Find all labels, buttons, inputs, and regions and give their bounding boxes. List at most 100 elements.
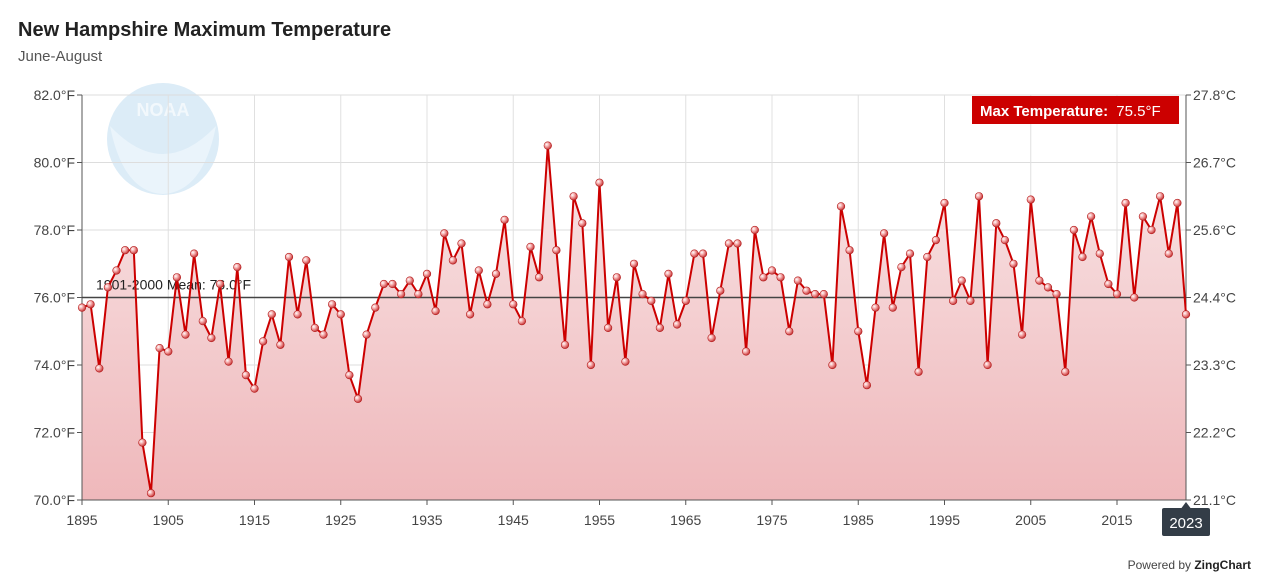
data-point (233, 263, 242, 272)
data-point (560, 340, 570, 349)
data-point (310, 323, 320, 333)
data-point (1026, 195, 1035, 204)
data-point (302, 256, 311, 265)
noaa-logo: NOAA (107, 83, 219, 195)
data-point (1086, 212, 1096, 221)
y2-tick-label: 27.8°C (1193, 87, 1236, 103)
x-tick-label: 1915 (239, 512, 270, 528)
data-point (845, 246, 854, 255)
data-point (77, 303, 87, 312)
data-point (319, 330, 328, 339)
data-point (129, 246, 138, 255)
data-point (276, 340, 285, 349)
data-point (146, 489, 156, 498)
svg-text:Max Temperature: 75.5°F: Max Temperature: 75.5°F (980, 103, 1161, 120)
x-tick-label: 1905 (153, 512, 184, 528)
y2-tick-label: 24.4°C (1193, 290, 1236, 306)
data-point (345, 371, 354, 380)
data-point (569, 192, 578, 201)
data-point (707, 333, 716, 343)
data-point (86, 300, 95, 309)
data-point (1095, 249, 1104, 258)
y-tick-label: 74.0°F (34, 357, 75, 373)
data-point (1173, 198, 1182, 208)
data-point (1009, 259, 1018, 268)
data-point (397, 290, 406, 299)
data-point (164, 347, 173, 356)
data-point (741, 347, 751, 356)
data-point (328, 300, 337, 309)
data-point (112, 266, 121, 275)
data-point (120, 246, 130, 255)
data-point (250, 384, 259, 393)
data-point (405, 276, 414, 285)
data-point (207, 333, 216, 343)
data-point (1130, 293, 1139, 302)
data-point (905, 249, 915, 258)
data-point (440, 229, 449, 238)
data-point (931, 236, 941, 245)
data-point (190, 249, 199, 258)
data-point (1061, 367, 1070, 376)
data-point (371, 303, 380, 312)
data-point (888, 303, 897, 312)
data-point (1078, 252, 1087, 262)
data-point (267, 310, 276, 319)
logo-text: NOAA (137, 100, 190, 120)
data-point (716, 286, 725, 295)
data-point (776, 273, 785, 282)
badge-label: Max Temperature: (980, 103, 1108, 120)
data-point (879, 229, 889, 238)
x-tick-label: 1945 (498, 512, 529, 528)
data-point (586, 360, 596, 370)
data-point (431, 306, 440, 316)
data-point (379, 279, 389, 289)
data-point (224, 357, 233, 366)
data-point (595, 178, 604, 187)
data-point (612, 273, 621, 282)
x-tick-label: 1965 (670, 512, 701, 528)
data-point (750, 225, 759, 235)
x-tick-label: 1935 (411, 512, 442, 528)
data-point (1181, 310, 1191, 319)
y2-tick-label: 26.7°C (1193, 155, 1236, 171)
data-point (1121, 198, 1130, 208)
chart-title: New Hampshire Maximum Temperature (18, 19, 392, 41)
data-point (810, 290, 820, 299)
data-point (690, 249, 699, 258)
data-point (578, 219, 587, 228)
data-point (388, 279, 397, 289)
data-point (543, 141, 552, 150)
zingchart-link[interactable]: ZingChart (1194, 558, 1251, 572)
data-point (103, 283, 112, 292)
data-point (966, 296, 975, 306)
data-point (1104, 279, 1113, 289)
y2-tick-label: 25.6°C (1193, 222, 1236, 238)
data-point (1147, 225, 1156, 235)
data-point (138, 438, 147, 447)
data-point (871, 303, 880, 312)
data-point (724, 239, 734, 248)
data-point (655, 323, 665, 333)
data-point (621, 357, 630, 366)
data-point (802, 286, 811, 295)
data-point (1155, 192, 1165, 201)
data-point (241, 371, 250, 380)
data-point (95, 364, 104, 373)
data-point (698, 249, 708, 258)
x-tick-label: 1985 (843, 512, 874, 528)
powered-prefix: Powered by (1127, 558, 1195, 572)
x-tick-label: 1955 (584, 512, 615, 528)
y-tick-label: 70.0°F (34, 492, 75, 508)
data-point (293, 310, 302, 319)
data-point (500, 215, 509, 224)
powered-by[interactable]: Powered by ZingChart (1128, 558, 1251, 572)
data-point (474, 266, 483, 275)
data-point (974, 192, 984, 201)
y2-tick-label: 23.3°C (1193, 357, 1236, 373)
data-point (767, 266, 777, 275)
data-point (353, 394, 363, 403)
year-tooltip: 2023 (1162, 502, 1210, 536)
y-axis-left: 70.0°F 72.0°F 74.0°F 76.0°F 78.0°F 80.0°F 82.0… (34, 87, 82, 508)
y2-tick-label: 22.2°C (1193, 425, 1236, 441)
